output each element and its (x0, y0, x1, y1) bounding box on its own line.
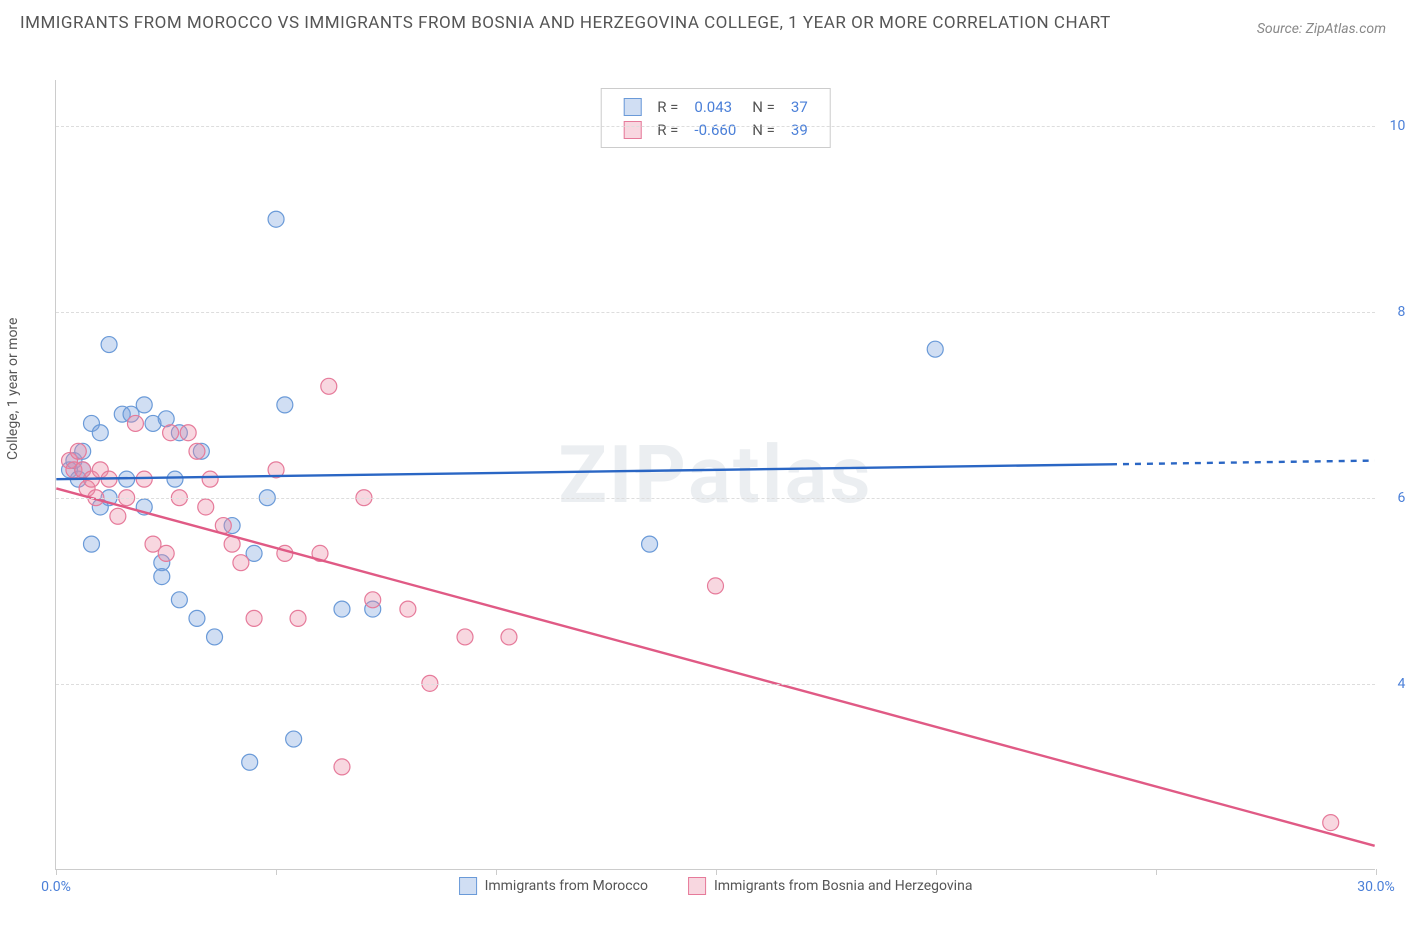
data-point (927, 341, 943, 357)
legend-swatch (623, 98, 641, 116)
trend-line (56, 464, 1111, 479)
x-tick (56, 869, 57, 875)
data-point (365, 592, 381, 608)
legend-r-value: -0.660 (686, 118, 744, 141)
y-axis-label: College, 1 year or more (5, 318, 21, 460)
data-point (84, 536, 100, 552)
series-legend: Immigrants from Morocco Immigrants from B… (459, 877, 973, 895)
data-point (167, 471, 183, 487)
x-tick-label: 0.0% (41, 879, 71, 895)
data-point (642, 536, 658, 552)
legend-row: R =-0.660N =39 (615, 118, 816, 141)
legend-n-value: 37 (783, 95, 816, 118)
x-tick (716, 869, 717, 875)
legend-r-label: R = (649, 95, 686, 118)
data-point (171, 592, 187, 608)
legend-n-value: 39 (783, 118, 816, 141)
data-point (334, 601, 350, 617)
data-point (242, 754, 258, 770)
data-point (70, 443, 86, 459)
data-point (127, 415, 143, 431)
data-point (233, 555, 249, 571)
chart-title: IMMIGRANTS FROM MOROCCO VS IMMIGRANTS FR… (20, 10, 1111, 37)
legend-series-name: Immigrants from Bosnia and Herzegovina (714, 878, 973, 894)
legend-row: R =0.043N =37 (615, 95, 816, 118)
data-point (268, 211, 284, 227)
data-point (334, 759, 350, 775)
chart-plot-area: ZIPatlas R =0.043N =37R =-0.660N =39 Imm… (55, 80, 1375, 870)
data-point (277, 397, 293, 413)
data-point (136, 397, 152, 413)
legend-r-value: 0.043 (686, 95, 744, 118)
legend-swatch (623, 121, 641, 139)
gridline (56, 312, 1375, 313)
legend-r-label: R = (649, 118, 686, 141)
gridline (56, 126, 1375, 127)
data-point (501, 629, 517, 645)
data-point (457, 629, 473, 645)
data-point (202, 471, 218, 487)
x-tick (1376, 869, 1377, 875)
data-point (163, 425, 179, 441)
data-point (198, 499, 214, 515)
gridline (56, 498, 1375, 499)
legend-swatch (688, 877, 706, 895)
x-tick (936, 869, 937, 875)
data-point (207, 629, 223, 645)
data-point (290, 610, 306, 626)
legend-n-label: N = (744, 95, 783, 118)
data-point (321, 378, 337, 394)
data-point (246, 610, 262, 626)
x-tick-label: 30.0% (1357, 879, 1395, 895)
data-point (400, 601, 416, 617)
x-tick (276, 869, 277, 875)
data-point (92, 425, 108, 441)
scatter-svg (56, 80, 1375, 869)
y-tick-label: 80.0% (1397, 304, 1406, 320)
data-point (154, 569, 170, 585)
y-tick-label: 40.0% (1397, 676, 1406, 692)
x-tick (1156, 869, 1157, 875)
y-tick-label: 60.0% (1397, 490, 1406, 506)
legend-item: Immigrants from Bosnia and Herzegovina (688, 877, 973, 895)
legend-swatch (459, 877, 477, 895)
legend-item: Immigrants from Morocco (459, 877, 648, 895)
data-point (189, 443, 205, 459)
source-label: Source: ZipAtlas.com (1257, 21, 1386, 37)
data-point (110, 508, 126, 524)
legend-n-label: N = (744, 118, 783, 141)
gridline (56, 684, 1375, 685)
data-point (1323, 815, 1339, 831)
trend-line (56, 488, 1374, 845)
data-point (189, 610, 205, 626)
trend-line-extrapolated (1111, 461, 1375, 465)
correlation-legend: R =0.043N =37R =-0.660N =39 (600, 88, 831, 148)
x-tick (496, 869, 497, 875)
data-point (180, 425, 196, 441)
data-point (101, 337, 117, 353)
legend-series-name: Immigrants from Morocco (485, 878, 648, 894)
y-tick-label: 100.0% (1390, 118, 1406, 134)
data-point (708, 578, 724, 594)
data-point (158, 545, 174, 561)
data-point (286, 731, 302, 747)
